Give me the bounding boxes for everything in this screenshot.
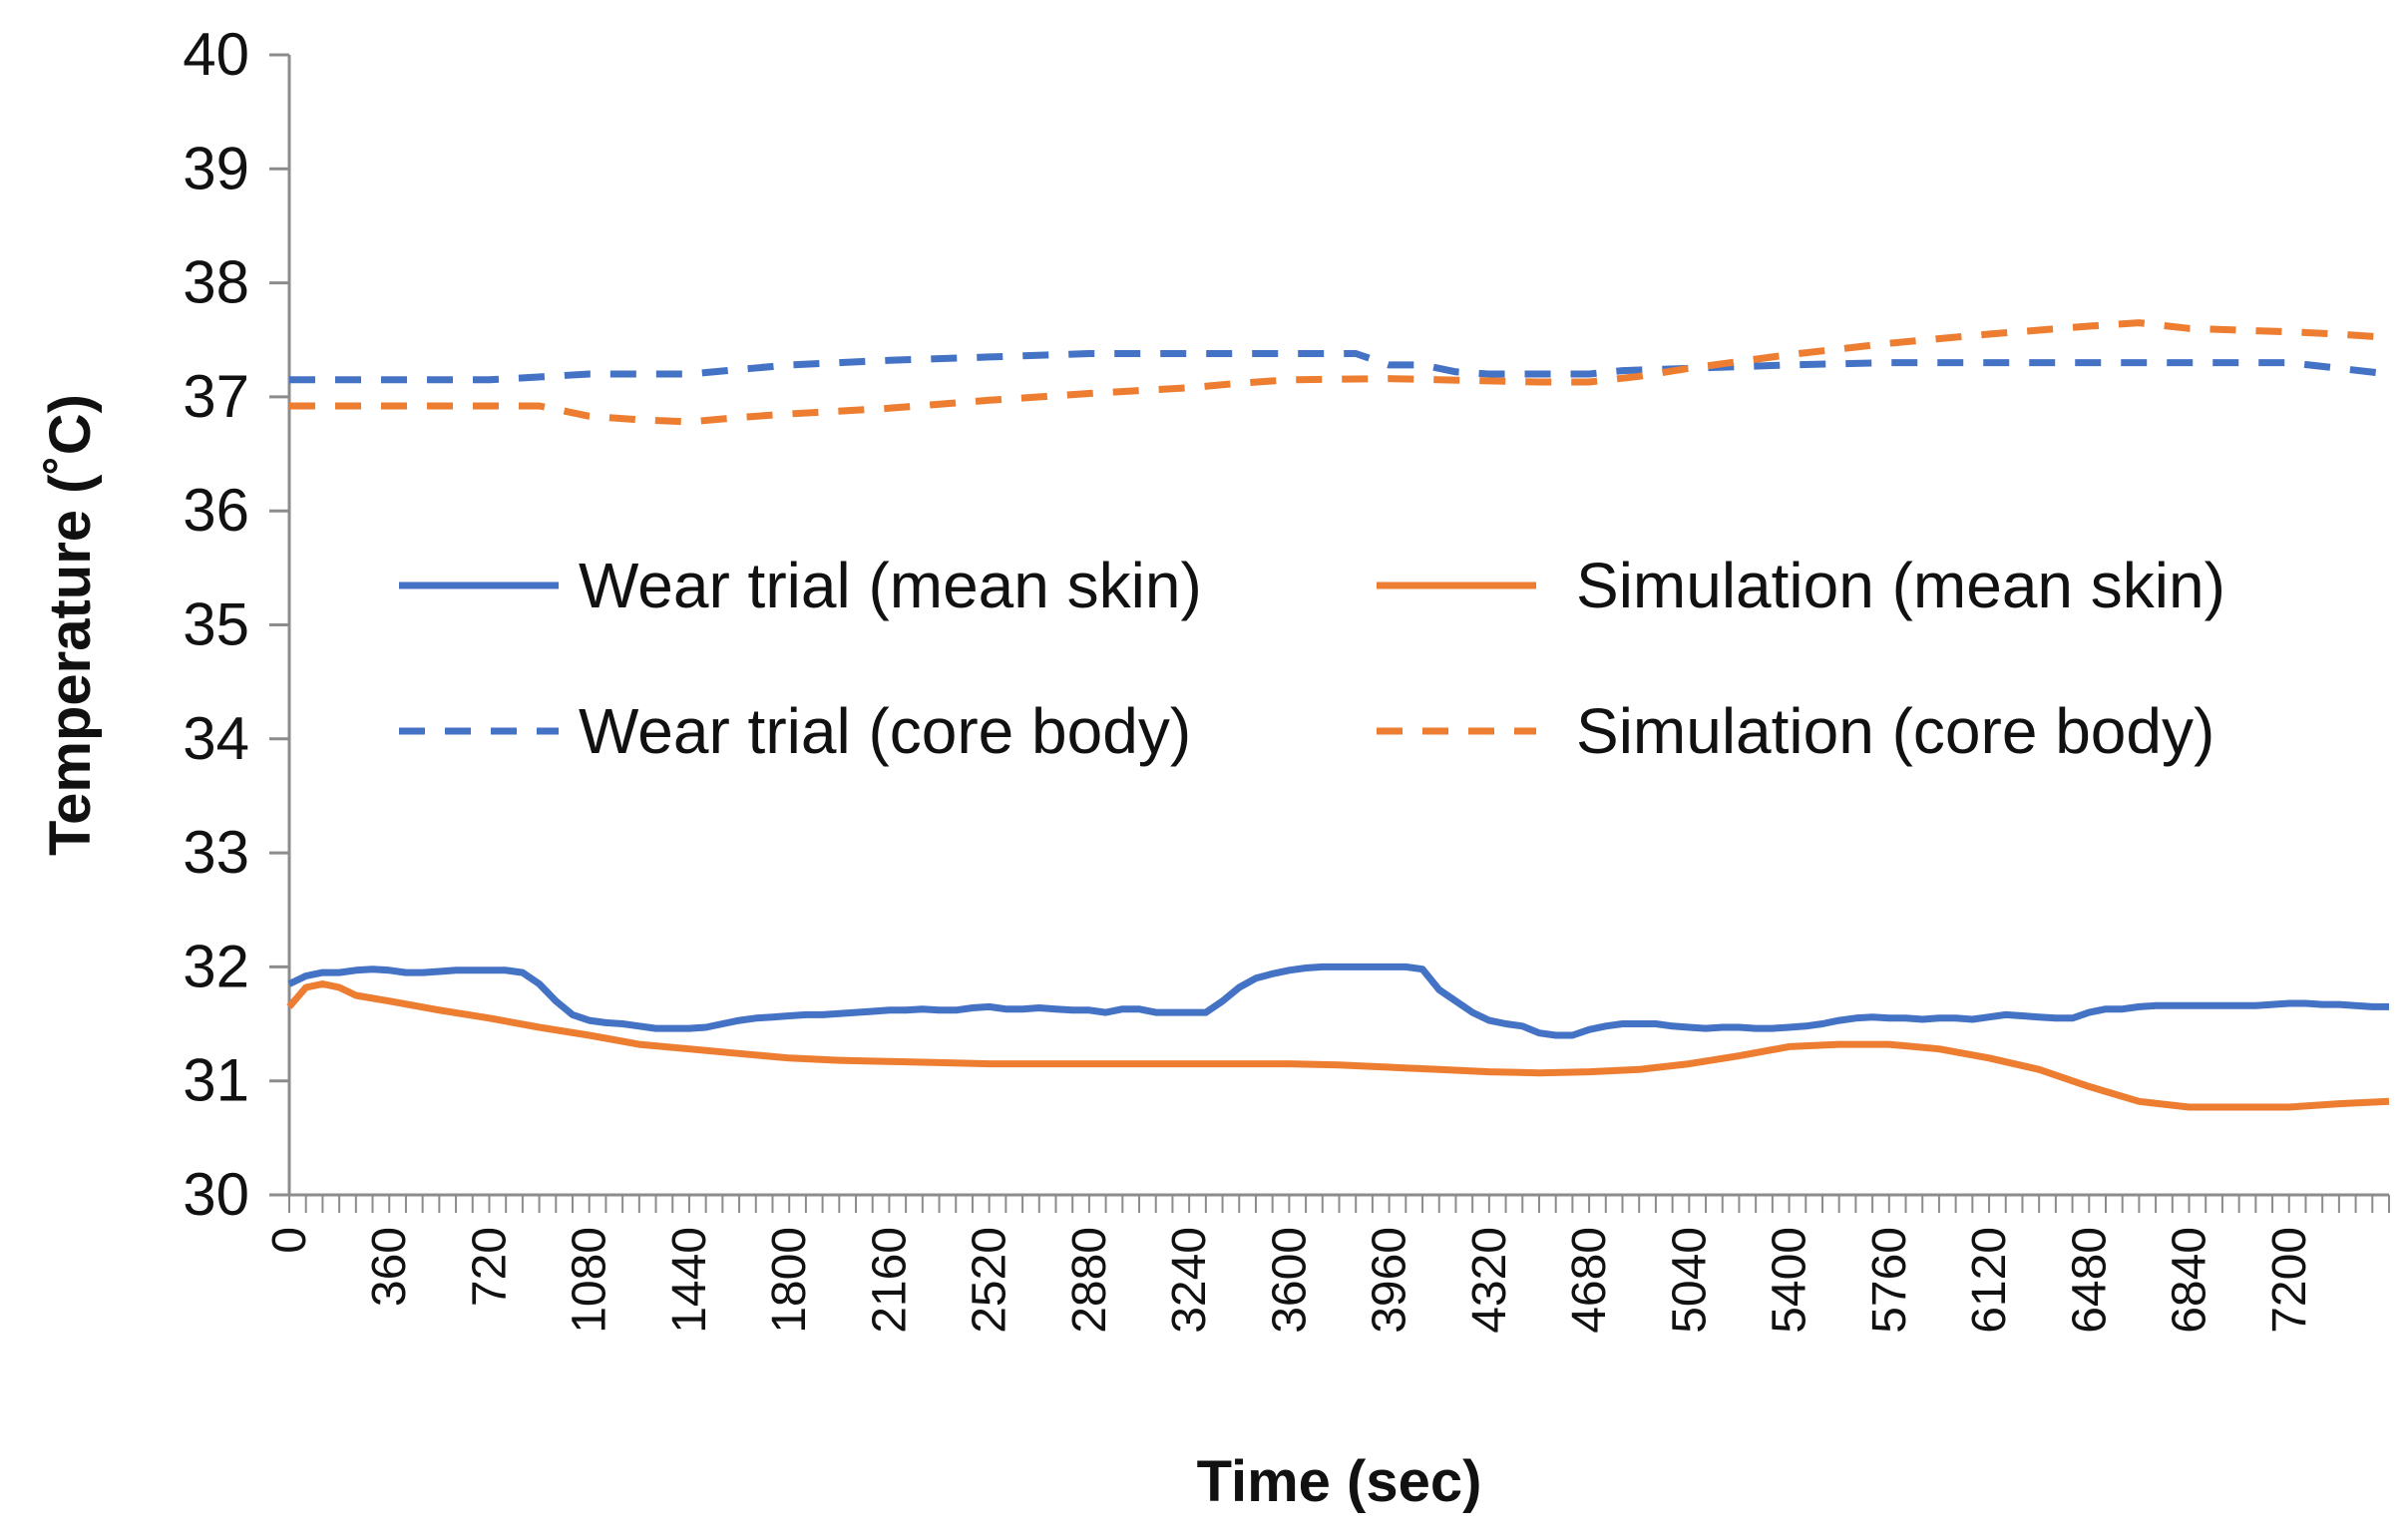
x-tick-label: 5040: [1663, 1227, 1716, 1334]
x-axis-title: Time (sec): [1197, 1449, 1482, 1514]
legend-label-4: Simulation (core body): [1576, 695, 2214, 767]
chart-legend: Wear trial (mean skin) Wear trial (core b…: [399, 550, 2225, 767]
x-tick-label: 1800: [763, 1227, 816, 1334]
x-tick-label: 4320: [1463, 1227, 1516, 1334]
x-axis-tick-labels: 0 360 720 1080 1440 1800 2160 2520 2880 3240 3600 3…: [263, 1227, 2316, 1334]
legend-label-3: Simulation (mean skin): [1576, 550, 2225, 621]
x-tick-label: 3600: [1263, 1227, 1316, 1334]
y-tick-label: 32: [183, 933, 249, 999]
x-tick-label: 3240: [1163, 1227, 1216, 1334]
y-tick-label: 40: [183, 21, 249, 88]
x-tick-label: 1080: [564, 1227, 616, 1334]
y-tick-label: 39: [183, 135, 249, 201]
series-line-2: [289, 350, 2390, 384]
y-axis-title: Temperature (˚C): [38, 394, 103, 856]
chart-series: [286, 319, 2390, 1111]
x-tick-label: 2520: [964, 1227, 1016, 1334]
x-tick-label: 7200: [2263, 1227, 2316, 1334]
y-tick-label: 33: [183, 819, 249, 886]
x-tick-label: 0: [263, 1227, 316, 1254]
x-tick-label: 5760: [1863, 1227, 1916, 1334]
x-tick-label: 2880: [1063, 1227, 1116, 1334]
y-tick-label: 36: [183, 477, 249, 544]
x-tick-label: 4680: [1563, 1227, 1616, 1334]
y-tick-label: 38: [183, 249, 249, 316]
x-tick-label: 1440: [663, 1227, 716, 1334]
y-tick-label: 31: [183, 1047, 249, 1114]
y-tick-label: 37: [183, 363, 249, 430]
legend-label-2: Wear trial (core body): [579, 695, 1191, 767]
series-line-1: [287, 962, 2389, 1039]
x-tick-label: 2160: [863, 1227, 916, 1334]
y-axis-tick-labels: 30 31 32 33 34 35 36 37 38 39 40: [183, 21, 249, 1228]
x-tick-label: 3960: [1364, 1227, 1416, 1334]
y-tick-label: 35: [183, 591, 249, 658]
x-tick-label: 6120: [1963, 1227, 2016, 1334]
x-tick-label: 6840: [2164, 1227, 2216, 1334]
y-tick-label: 30: [183, 1161, 249, 1228]
series-line-3: [286, 980, 2390, 1111]
chart-axes: [269, 53, 2390, 1213]
x-tick-label: 5400: [1764, 1227, 1816, 1334]
y-tick-label: 34: [183, 705, 249, 772]
legend-label-1: Wear trial (mean skin): [579, 550, 1202, 621]
x-tick-label: 6480: [2063, 1227, 2116, 1334]
x-tick-label: 360: [363, 1227, 416, 1307]
series-line-4: [289, 319, 2390, 426]
x-tick-label: 720: [463, 1227, 516, 1307]
